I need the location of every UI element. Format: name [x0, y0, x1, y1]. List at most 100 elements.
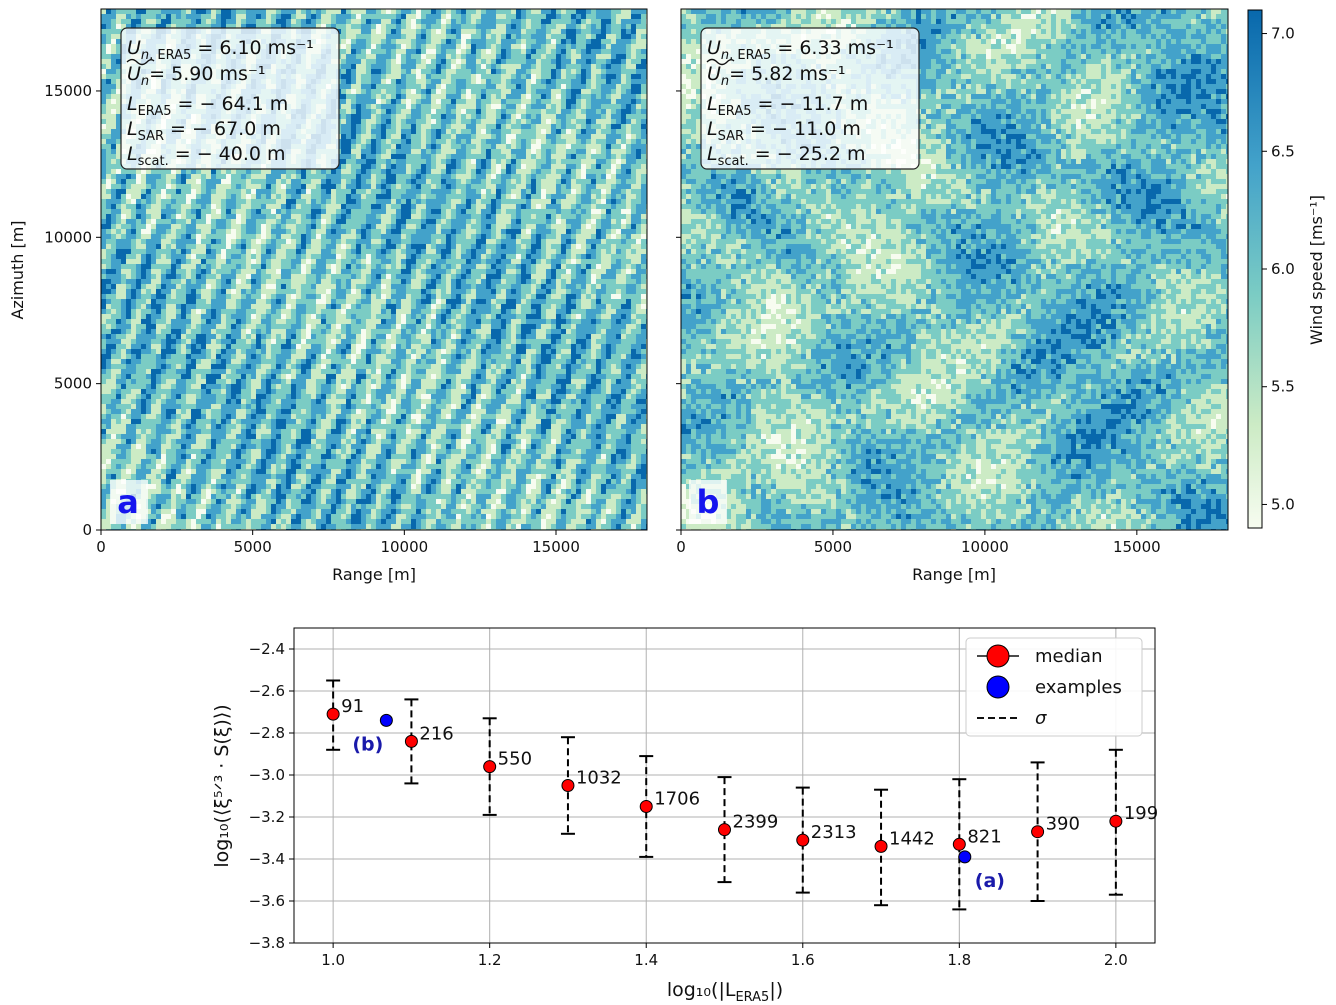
- median-count-label: 199: [1124, 803, 1158, 824]
- panel-a-label: a: [117, 483, 139, 521]
- x-tick-label: 1.6: [791, 951, 815, 969]
- panel-b-l-scat: − 25.2 m: [777, 143, 866, 165]
- colorbar: 5.0 5.5 6.0 6.5 7.0 Wind speed [ms⁻¹]: [1247, 9, 1326, 529]
- panel-b-label-box: [689, 480, 727, 524]
- median-count-label: 1442: [889, 828, 935, 849]
- x-tick-label: 15000: [1113, 538, 1161, 556]
- colorbar-gradient: [1247, 9, 1263, 529]
- y-tick-label: −3.2: [249, 808, 285, 826]
- y-tick-label: −2.8: [249, 724, 285, 742]
- colorbar-tick-label: 6.5: [1271, 142, 1295, 160]
- panel-a-label-box: [110, 480, 148, 524]
- scatter-points: 91 216 550 1032 1706 2399 2313 1442 821 390 199 (b)…: [326, 696, 1158, 892]
- x-tick-label: 15000: [532, 538, 580, 556]
- median-point: [1109, 814, 1123, 828]
- panel-a: 0 5000 10000 15000 0 5000 10000 15000 Range [m]…: [8, 8, 648, 584]
- panel-b-l-sar: − 11.0 m: [772, 118, 861, 140]
- y-tick-label: −3.8: [249, 934, 285, 952]
- median-point: [1031, 825, 1045, 839]
- x-tick-label: 1.0: [321, 951, 345, 969]
- panel-b-label: b: [697, 483, 720, 521]
- colorbar-tick-label: 6.0: [1271, 260, 1295, 278]
- panel-a-l-sar: − 67.0 m: [192, 118, 281, 140]
- scatter-ticks: 1.0 1.2 1.4 1.6 1.8 2.0 −2.4 −2.6 −2.8 −3.0 −3.2 −3…: [249, 640, 1128, 969]
- x-tick-label: 5000: [234, 538, 272, 556]
- example-label: (b): [352, 733, 383, 755]
- legend-box: [965, 637, 1143, 737]
- y-tick-label: −2.6: [249, 682, 285, 700]
- median-count-label: 550: [498, 749, 532, 770]
- legend-median-marker: [986, 644, 1010, 668]
- median-point: [718, 823, 731, 837]
- legend-examples-marker: [986, 675, 1010, 699]
- panel-b-xlabel: Range [m]: [912, 565, 996, 584]
- panel-b-frame: [680, 8, 1229, 531]
- median-count-label: 91: [341, 696, 364, 717]
- example-label: (a): [975, 870, 1005, 892]
- median-point: [561, 779, 575, 792]
- scatter-ylabel: log₁₀(⟨ξ⁵ᐟ³ · S(ξ)⟩): [211, 704, 233, 867]
- panel-b: 0 5000 10000 15000 Range [m] Un, ERA5 = 6.3…: [676, 8, 1229, 584]
- median-point: [952, 837, 966, 851]
- example-point: [958, 850, 972, 864]
- panel-a-l-scat: − 40.0 m: [197, 143, 286, 165]
- x-tick-label: 0: [676, 538, 686, 556]
- panel-b-stats-box: Un, ERA5 = 6.33 ms⁻¹ Un= 5.82 ms⁻¹ LERA5…: [700, 27, 920, 170]
- median-count-label: 1706: [654, 789, 700, 810]
- colorbar-label: Wind speed [ms⁻¹]: [1307, 195, 1326, 345]
- x-tick-label: 0: [96, 538, 106, 556]
- median-point: [639, 800, 653, 813]
- median-point: [796, 833, 810, 847]
- panel-b-l-era5: − 11.7 m: [779, 93, 868, 115]
- panel-a-ylabel: Azimuth [m]: [8, 220, 27, 319]
- panel-a-xlabel: Range [m]: [332, 565, 416, 584]
- x-tick-label: 10000: [961, 538, 1009, 556]
- scatter-panel: 91 216 550 1032 1706 2399 2313 1442 821 390 199 (b)…: [211, 627, 1158, 1005]
- example-point: [379, 713, 393, 727]
- panel-b-un-era5: 6.33 ms⁻¹: [799, 37, 893, 59]
- legend: median examples σ: [965, 637, 1143, 737]
- median-count-label: 2313: [811, 822, 857, 843]
- panel-a-frame: [100, 8, 648, 531]
- colorbar-ticks: 5.0 5.5 6.0 6.5 7.0: [1262, 25, 1295, 513]
- median-count-label: 2399: [733, 812, 779, 833]
- panel-a-un-tilde: 5.90 ms⁻¹: [171, 63, 265, 85]
- panel-a-ticks: 0 5000 10000 15000 0 5000 10000 15000: [44, 82, 580, 556]
- x-tick-label: 1.4: [634, 951, 658, 969]
- y-tick-label: −2.4: [249, 640, 285, 658]
- panel-a-un-era5: 6.10 ms⁻¹: [219, 37, 313, 59]
- median-count-label: 821: [967, 826, 1001, 847]
- panel-b-un-tilde: 5.82 ms⁻¹: [751, 63, 845, 85]
- legend-sigma-label: σ: [1035, 708, 1047, 729]
- median-point: [874, 839, 888, 853]
- median-point: [404, 734, 418, 748]
- x-tick-label: 5000: [814, 538, 852, 556]
- panel-b-heatmap: [681, 9, 1228, 530]
- median-point: [326, 707, 340, 721]
- y-tick-label: 5000: [54, 375, 92, 393]
- median-count-label: 216: [419, 723, 453, 744]
- x-tick-label: 1.8: [947, 951, 971, 969]
- panel-a-stats-box: Un, ERA5 = 6.10 ms⁻¹ Un= 5.90 ms⁻¹ LERA5…: [120, 27, 340, 170]
- median-point: [483, 760, 497, 774]
- legend-examples-label: examples: [1035, 677, 1122, 698]
- y-tick-label: 15000: [44, 82, 92, 100]
- median-count-label: 1032: [576, 768, 622, 789]
- y-tick-label: −3.4: [249, 850, 285, 868]
- x-tick-label: 2.0: [1104, 951, 1128, 969]
- y-tick-label: 0: [82, 521, 92, 539]
- colorbar-tick-label: 7.0: [1271, 25, 1295, 43]
- y-tick-label: 10000: [44, 228, 92, 246]
- y-tick-label: −3.6: [249, 892, 285, 910]
- y-tick-label: −3.0: [249, 766, 285, 784]
- colorbar-tick-label: 5.5: [1271, 378, 1295, 396]
- scatter-xlabel: log₁₀(|LERA5|): [667, 979, 783, 1005]
- panel-b-ticks: 0 5000 10000 15000: [676, 90, 1161, 556]
- x-tick-label: 10000: [380, 538, 428, 556]
- x-tick-label: 1.2: [478, 951, 502, 969]
- scatter-frame: [293, 627, 1156, 944]
- panel-a-l-era5: − 64.1 m: [199, 93, 288, 115]
- median-count-label: 390: [1046, 814, 1080, 835]
- colorbar-tick-label: 5.0: [1271, 495, 1295, 513]
